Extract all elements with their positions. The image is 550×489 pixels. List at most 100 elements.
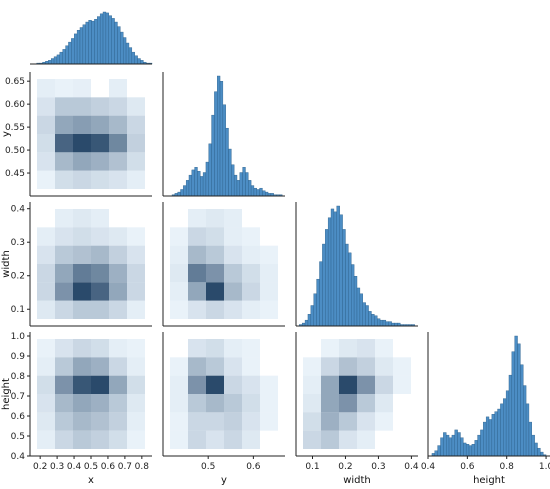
heatmap-cell	[170, 357, 188, 376]
hist-bar	[434, 450, 438, 457]
heatmap-cell	[37, 152, 55, 171]
heatmap-cell	[188, 209, 206, 228]
heatmap-cell	[339, 430, 357, 449]
heatmap-cell	[91, 170, 109, 189]
ylabel-width: width	[1, 250, 12, 278]
ytick-label-height: 0.9	[11, 352, 26, 362]
hist-bar	[228, 148, 232, 197]
hist-panel-y	[162, 72, 285, 197]
heatmap-cell	[73, 300, 91, 319]
heatmap-cell	[109, 152, 127, 171]
heatmap-cell	[127, 152, 145, 171]
heatmap-cell	[55, 115, 73, 134]
hist-bar	[451, 434, 455, 457]
heatmap-cell	[339, 394, 357, 413]
heatmap-cell	[73, 79, 91, 98]
hist-bar	[457, 432, 461, 457]
xtick-label-y: 0.6	[246, 462, 261, 472]
hist-bar	[97, 16, 101, 65]
heatmap-cell	[393, 375, 411, 394]
hist-bar	[74, 33, 78, 65]
heatmap-cell	[188, 430, 206, 449]
heatmap-cell	[206, 209, 224, 228]
heatmap-cell	[91, 209, 109, 228]
hist-bar	[307, 314, 312, 327]
hist-bar	[231, 164, 235, 197]
hist-bar	[114, 21, 118, 65]
heatmap-panel-y-width	[162, 202, 285, 327]
heatmap-cell	[55, 357, 73, 376]
heatmap-cell	[55, 282, 73, 301]
heatmap-cell	[188, 375, 206, 394]
hist-bar	[503, 398, 507, 457]
heatmap-cell	[260, 412, 278, 431]
heatmap-cell	[37, 412, 55, 431]
heatmap-cell	[303, 357, 321, 376]
heatmap-cell	[37, 134, 55, 153]
ytick-label-y: 0.55	[5, 123, 25, 133]
heatmap-cell	[224, 245, 242, 264]
heatmap-cell	[170, 430, 188, 449]
heatmap-cell	[55, 170, 73, 189]
heatmap-cell	[188, 339, 206, 358]
heatmap-cell	[170, 300, 188, 319]
heatmap-cell	[127, 412, 145, 431]
heatmap-cell	[73, 152, 91, 171]
heatmap-cell	[55, 430, 73, 449]
heatmap-cell	[91, 430, 109, 449]
heatmap-cell	[188, 394, 206, 413]
heatmap-cell	[109, 227, 127, 246]
heatmap-cell	[37, 170, 55, 189]
heatmap-cell	[55, 97, 73, 116]
heatmap-cell	[37, 430, 55, 449]
ytick-label-height: 0.4	[11, 452, 26, 462]
hist-bar	[111, 18, 115, 65]
heatmap-cell	[188, 357, 206, 376]
heatmap-cell	[224, 394, 242, 413]
hist-bar	[348, 252, 352, 327]
heatmap-cell	[127, 339, 145, 358]
hist-bar	[131, 51, 135, 65]
heatmap-cell	[73, 245, 91, 264]
heatmap-cell	[206, 375, 224, 394]
heatmap-cell	[109, 245, 127, 264]
heatmap-cell	[37, 339, 55, 358]
hist-bar	[245, 172, 249, 197]
hist-bar	[239, 172, 243, 197]
heatmap-cell	[127, 357, 145, 376]
hist-bar	[514, 335, 518, 457]
hist-bar	[88, 20, 92, 65]
hist-bar	[485, 416, 490, 457]
heatmap-cell	[188, 245, 206, 264]
heatmap-panel-width-height	[295, 332, 418, 457]
hist-bar	[225, 127, 229, 197]
heatmap-cell	[91, 152, 109, 171]
heatmap-cell	[37, 97, 55, 116]
hist-bar	[345, 243, 349, 327]
hist-bar	[180, 189, 184, 197]
xtick-label-x: 0.7	[118, 462, 132, 472]
hist-panel-width	[295, 202, 418, 327]
heatmap-cell	[188, 412, 206, 431]
heatmap-cell	[224, 339, 242, 358]
hist-bar	[56, 54, 61, 65]
heatmap-cell	[109, 430, 127, 449]
heatmap-cell	[73, 339, 91, 358]
heatmap-cell	[55, 300, 73, 319]
hist-bar	[65, 45, 69, 65]
heatmap-cell	[73, 134, 91, 153]
heatmap-cell	[242, 245, 260, 264]
hist-bar	[265, 191, 269, 197]
hist-bar	[253, 187, 257, 197]
heatmap-cell	[206, 264, 224, 283]
heatmap-cell	[127, 170, 145, 189]
heatmap-cell	[224, 357, 242, 376]
heatmap-cell	[170, 375, 188, 394]
heatmap-cell	[73, 282, 91, 301]
heatmap-panel-x-width	[29, 202, 152, 327]
hist-bar	[108, 15, 112, 65]
hist-bar	[440, 437, 444, 457]
hist-bar	[443, 432, 447, 457]
heatmap-cell	[242, 300, 260, 319]
heatmap-cell	[321, 412, 339, 431]
